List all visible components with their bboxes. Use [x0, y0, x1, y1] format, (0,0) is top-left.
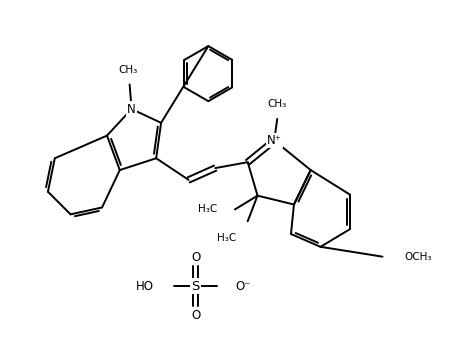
Text: OCH₃: OCH₃ [404, 252, 431, 262]
Text: O: O [191, 251, 200, 263]
Text: CH₃: CH₃ [267, 99, 287, 109]
Text: O: O [191, 309, 200, 322]
Text: S: S [191, 280, 200, 293]
Text: N: N [127, 103, 136, 116]
Text: HO: HO [136, 280, 154, 293]
Text: H₃C: H₃C [198, 204, 217, 214]
Text: N⁺: N⁺ [267, 134, 282, 147]
Text: H₃C: H₃C [217, 233, 236, 243]
Text: CH₃: CH₃ [118, 65, 137, 74]
Text: O⁻: O⁻ [235, 280, 251, 293]
